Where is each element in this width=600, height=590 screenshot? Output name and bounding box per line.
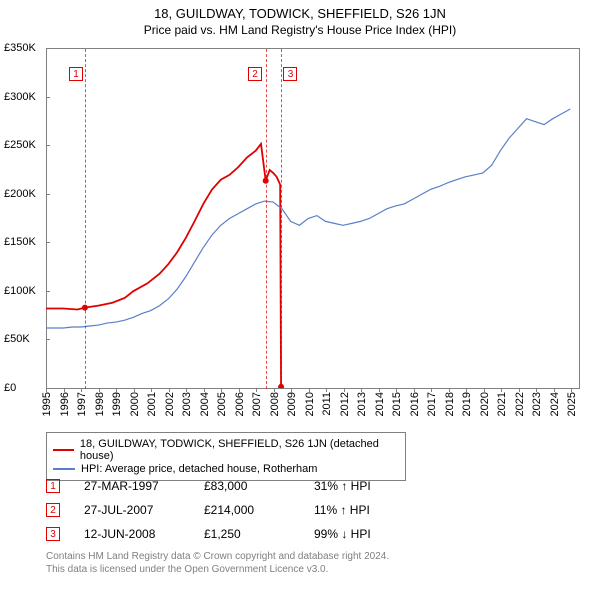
x-axis-label: 2015: [391, 392, 403, 416]
x-axis-label: 2012: [339, 392, 351, 416]
chart-subtitle: Price paid vs. HM Land Registry's House …: [0, 21, 600, 41]
x-axis-label: 2004: [199, 392, 211, 416]
x-axis-label: 2008: [269, 392, 281, 416]
sale-row-marker: 1: [46, 479, 60, 493]
y-axis-label: £350K: [4, 42, 36, 54]
legend-swatch: [53, 468, 75, 470]
x-axis-label: 2007: [251, 392, 263, 416]
sale-row-marker: 3: [46, 527, 60, 541]
series-price_paid: [46, 144, 281, 387]
sale-row: 3 12-JUN-2008£1,25099% ↓ HPI: [46, 522, 404, 546]
sale-row: 1 27-MAR-1997£83,00031% ↑ HPI: [46, 474, 404, 498]
x-axis-label: 2018: [444, 392, 456, 416]
sale-date: 12-JUN-2008: [84, 527, 204, 541]
x-axis-label: 2016: [409, 392, 421, 416]
x-axis-label: 2021: [496, 392, 508, 416]
x-axis-label: 2024: [549, 392, 561, 416]
x-axis-label: 2017: [426, 392, 438, 416]
legend-swatch: [53, 449, 74, 451]
x-axis-label: 2014: [374, 392, 386, 416]
sale-date: 27-MAR-1997: [84, 479, 204, 493]
x-axis-label: 2003: [181, 392, 193, 416]
legend-label: 18, GUILDWAY, TODWICK, SHEFFIELD, S26 1J…: [80, 438, 399, 462]
sales-table: 1 27-MAR-1997£83,00031% ↑ HPI 2 27-JUL-2007…: [46, 474, 404, 546]
y-axis-label: £300K: [4, 91, 36, 103]
x-axis-label: 2002: [164, 392, 176, 416]
x-axis-label: 2019: [461, 392, 473, 416]
sale-vline: [85, 49, 86, 389]
sale-marker-2: 2: [248, 67, 262, 81]
series-hpi: [46, 109, 570, 328]
x-axis-label: 1995: [41, 392, 53, 416]
sale-marker-3: 3: [283, 67, 297, 81]
sale-diff: 11% ↑ HPI: [314, 503, 404, 517]
chart-container: 18, GUILDWAY, TODWICK, SHEFFIELD, S26 1J…: [0, 0, 600, 590]
x-axis-label: 2025: [566, 392, 578, 416]
x-axis-label: 2010: [304, 392, 316, 416]
legend-item: 18, GUILDWAY, TODWICK, SHEFFIELD, S26 1J…: [53, 438, 399, 462]
y-axis-label: £0: [4, 382, 16, 394]
sale-row: 2 27-JUL-2007£214,00011% ↑ HPI: [46, 498, 404, 522]
x-axis-label: 1997: [76, 392, 88, 416]
y-axis-label: £200K: [4, 188, 36, 200]
chart-title: 18, GUILDWAY, TODWICK, SHEFFIELD, S26 1J…: [0, 0, 600, 21]
sale-diff: 31% ↑ HPI: [314, 479, 404, 493]
x-axis-label: 2013: [356, 392, 368, 416]
footer-line2: This data is licensed under the Open Gov…: [46, 563, 389, 576]
x-axis-label: 1998: [94, 392, 106, 416]
footer-attribution: Contains HM Land Registry data © Crown c…: [46, 550, 389, 576]
plot-svg: [46, 49, 579, 388]
x-axis-label: 2000: [129, 392, 141, 416]
sale-price: £1,250: [204, 527, 314, 541]
footer-line1: Contains HM Land Registry data © Crown c…: [46, 550, 389, 563]
sale-vline: [266, 49, 267, 389]
x-axis-label: 1996: [59, 392, 71, 416]
sale-date: 27-JUL-2007: [84, 503, 204, 517]
sale-row-marker: 2: [46, 503, 60, 517]
x-axis-label: 2009: [286, 392, 298, 416]
x-axis-label: 2011: [321, 392, 333, 416]
sale-vline: [281, 49, 282, 389]
sale-diff: 99% ↓ HPI: [314, 527, 404, 541]
sale-price: £214,000: [204, 503, 314, 517]
y-axis-label: £150K: [4, 236, 36, 248]
y-axis-label: £50K: [4, 333, 30, 345]
x-axis-label: 2005: [216, 392, 228, 416]
x-axis-label: 2006: [234, 392, 246, 416]
sale-price: £83,000: [204, 479, 314, 493]
x-axis-label: 2022: [514, 392, 526, 416]
y-axis-label: £250K: [4, 139, 36, 151]
y-axis-label: £100K: [4, 285, 36, 297]
x-axis-label: 2023: [531, 392, 543, 416]
x-axis-label: 2001: [146, 392, 158, 416]
sale-marker-1: 1: [69, 67, 83, 81]
x-axis-label: 2020: [479, 392, 491, 416]
x-axis-line: [46, 388, 580, 389]
plot-area: 1 2 3: [46, 48, 580, 388]
x-axis-label: 1999: [111, 392, 123, 416]
